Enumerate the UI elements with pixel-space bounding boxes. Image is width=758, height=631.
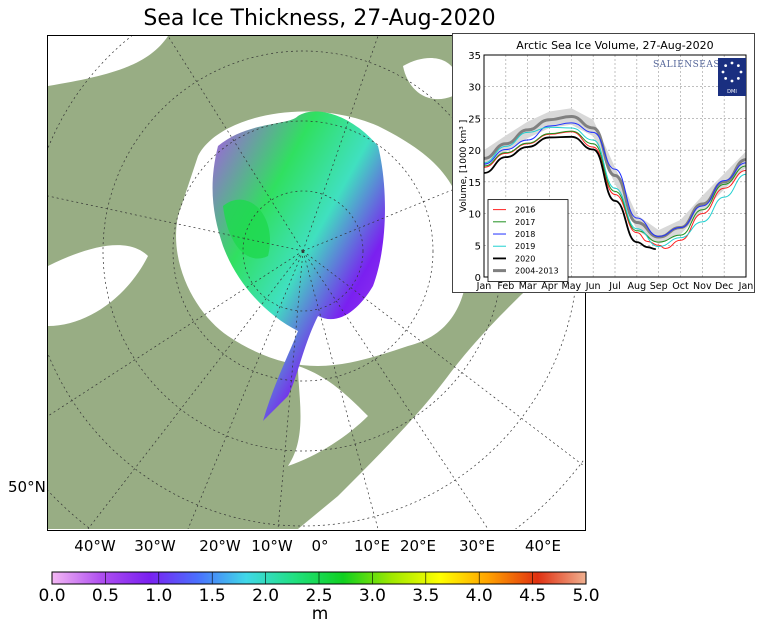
y-tick-label: 20 (468, 146, 481, 157)
colorbar-tick-label: 0.5 (91, 586, 119, 606)
y-tick-label: 35 (468, 51, 481, 62)
legend-label: 2004-2013 (515, 267, 559, 276)
dmi-star-icon (736, 64, 740, 68)
legend-label: 2018 (515, 230, 535, 239)
legend-label: 2019 (515, 242, 535, 251)
colorbar-tick-label: 4.5 (519, 586, 547, 606)
colorbar (51, 571, 587, 585)
y-axis-label: Volume, [1000 km³ ] (459, 120, 469, 212)
salienseas-logo: SALIENSEAS (653, 60, 720, 70)
series-line-2017 (483, 130, 747, 243)
x-tick-label: Jan (476, 281, 492, 292)
y-tick-label: 10 (468, 210, 481, 221)
y-tick-label: 25 (468, 114, 481, 125)
y-tick-label: 30 (468, 83, 481, 94)
x-tick-label: Nov (693, 281, 712, 292)
x-tick-label: Dec (715, 281, 733, 292)
longitude-label: 30°W (134, 537, 176, 555)
series-line-2020 (483, 135, 656, 250)
longitude-label: 10°W (251, 537, 293, 555)
dmi-star-icon (739, 70, 743, 74)
longitude-label: 40°W (74, 537, 116, 555)
dmi-star-icon (736, 76, 740, 80)
legend-label: 2017 (515, 218, 535, 227)
map-title: Sea Ice Thickness, 27-Aug-2020 (143, 6, 496, 31)
baffin-bay (48, 245, 148, 326)
longitude-label: 20°E (399, 537, 437, 555)
dmi-logo-text: DMI (727, 89, 737, 95)
dmi-star-icon (721, 70, 725, 74)
colorbar-tick-label: 2.0 (252, 586, 280, 606)
plot-frame (483, 54, 747, 278)
colorbar-tick-label: 1.5 (198, 586, 226, 606)
laptev-coast (403, 57, 457, 100)
x-tick-label: Sep (650, 281, 668, 292)
colorbar-tick-label: 3.0 (358, 586, 386, 606)
colorbar-unit: m (311, 604, 329, 624)
x-tick-label: May (562, 281, 582, 292)
legend-label: 2016 (515, 206, 535, 215)
colorbar-tick-label: 5.0 (572, 586, 600, 606)
chart-title: Arctic Sea Ice Volume, 27-Aug-2020 (516, 39, 713, 52)
dmi-star-icon (730, 79, 734, 83)
arctic-map (0, 0, 654, 602)
colorbar-tick-label: 2.5 (305, 586, 333, 606)
colorbar-tick-label: 1.0 (145, 586, 173, 606)
y-tick-label: 15 (468, 178, 481, 189)
series-line-2019 (483, 126, 747, 248)
series-line-2018 (483, 122, 747, 237)
x-tick-label: Apr (541, 281, 558, 292)
thick-ice-region (223, 199, 270, 259)
longitude-label: 40°E (524, 537, 562, 555)
y-tick-label: 5 (475, 241, 481, 252)
north-atlantic (298, 236, 584, 529)
longitude-label: 0° (311, 537, 329, 555)
latitude-label: 50°N (8, 478, 46, 496)
longitude-label: 10°E (353, 537, 391, 555)
x-tick-label: Jul (608, 281, 620, 292)
colorbar-tick-label: 3.5 (412, 586, 440, 606)
volume-chart-inset: Arctic Sea Ice Volume, 27-Aug-2020 0 5 10 15… (452, 33, 755, 293)
greenland-sea (288, 366, 368, 466)
volume-chart: Arctic Sea Ice Volume, 27-Aug-2020 0 5 10 15… (459, 39, 754, 292)
dmi-star-icon (724, 76, 728, 80)
colorbar-tick-label: 4.0 (465, 586, 493, 606)
map-canvas (0, 0, 654, 602)
dmi-star-icon (724, 64, 728, 68)
sea-ice-thickness-field (212, 111, 385, 421)
longitude-label: 20°W (199, 537, 241, 555)
x-tick-label: Jan (738, 281, 754, 292)
x-tick-label: Oct (672, 281, 689, 292)
legend (487, 199, 569, 283)
longitude-label: 30°E (458, 537, 496, 555)
x-tick-label: Jun (585, 281, 601, 292)
dmi-star-icon (730, 61, 734, 65)
legend-label: 2020 (515, 254, 535, 263)
x-tick-label: Aug (628, 281, 647, 292)
x-tick-label: Mar (519, 281, 537, 292)
y-tick-label: 0 (475, 273, 481, 284)
colorbar-tick-label: 0.0 (38, 586, 66, 606)
x-tick-label: Feb (497, 281, 514, 292)
series-line-2004-2013 (483, 115, 747, 239)
bering-sea (48, 36, 168, 86)
series-line-2016 (483, 131, 747, 249)
